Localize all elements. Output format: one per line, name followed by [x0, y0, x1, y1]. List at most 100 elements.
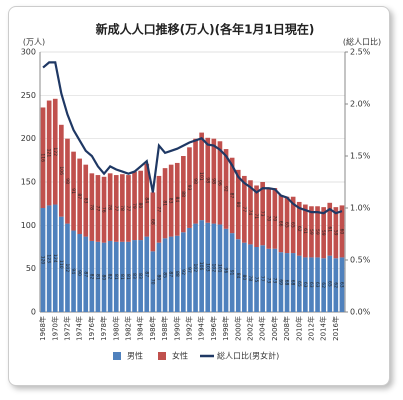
value-label: 62	[296, 226, 302, 232]
y2-axis-label: (総人口比)	[343, 37, 381, 47]
bar	[315, 206, 320, 258]
value-label: 93	[186, 185, 192, 191]
value-label: 81	[94, 274, 100, 280]
x-tick-label: 1980年	[111, 316, 120, 341]
bar	[309, 257, 314, 312]
bar	[223, 149, 229, 229]
bar	[229, 157, 235, 234]
bar	[321, 258, 326, 312]
bar	[101, 242, 107, 312]
bar	[303, 257, 308, 312]
value-label: 98	[204, 177, 210, 183]
value-label: 121	[46, 149, 52, 158]
y2-tick-label: 2.0%	[350, 100, 371, 109]
bar	[235, 169, 241, 240]
bar	[71, 230, 76, 312]
bar	[150, 251, 156, 312]
bar	[168, 236, 174, 312]
bar	[266, 188, 272, 249]
bar	[174, 162, 180, 236]
bar	[266, 248, 272, 312]
value-label: 106	[58, 166, 64, 175]
bar	[40, 107, 46, 208]
bar	[315, 257, 320, 312]
bar	[199, 132, 204, 221]
value-label: 81	[113, 274, 119, 280]
value-label: 106	[198, 262, 204, 271]
bar	[156, 175, 162, 243]
bar	[309, 206, 314, 258]
x-tick-label: 1968年	[38, 316, 47, 341]
bar	[59, 216, 64, 312]
bar	[52, 204, 58, 312]
value-label: 80	[241, 274, 247, 280]
value-label: 61	[302, 228, 308, 234]
bar	[333, 258, 339, 312]
value-label: 96	[216, 180, 222, 186]
legend-label: 総人口比(男女計)	[217, 351, 279, 361]
line	[42, 61, 343, 215]
bar	[162, 238, 168, 312]
bar	[327, 255, 333, 312]
bar	[138, 170, 143, 241]
bar	[187, 227, 192, 312]
x-tick-label: 2010年	[294, 316, 303, 341]
bar	[217, 224, 223, 312]
legend-swatch	[158, 352, 166, 360]
bar	[107, 173, 113, 241]
value-label: 80	[155, 274, 161, 280]
bar	[120, 174, 125, 242]
bar	[156, 242, 162, 312]
value-label: 77	[155, 206, 161, 212]
value-label: 80	[101, 274, 107, 280]
value-label: 91	[229, 270, 235, 276]
value-label: 62	[332, 282, 338, 288]
bar	[107, 240, 113, 312]
bar	[126, 175, 131, 242]
x-tick-label: 1972年	[62, 316, 71, 341]
value-label: 102	[210, 264, 216, 273]
bar	[77, 158, 82, 234]
bar	[278, 195, 284, 253]
chart-title: 新成人人口推移(万人)(各年1月1日現在)	[96, 22, 315, 37]
bar	[327, 202, 333, 256]
value-label: 102	[64, 264, 70, 273]
x-tick-label: 1986年	[148, 316, 157, 341]
value-label: 77	[125, 206, 131, 212]
value-label: 116	[40, 153, 46, 162]
value-label: 102	[192, 264, 198, 273]
bar	[181, 156, 186, 233]
value-label: 78	[247, 275, 253, 281]
x-tick-label: 1982年	[123, 316, 132, 341]
x-tick-label: 2016年	[331, 316, 340, 341]
value-label: 77	[241, 206, 247, 212]
value-label: 68	[290, 280, 296, 286]
y2-tick-label: 1.5%	[350, 152, 371, 161]
bar	[59, 124, 64, 217]
x-tick-label: 1990年	[172, 316, 181, 341]
value-label: 62	[320, 282, 326, 288]
y-tick-label: 200	[21, 134, 36, 143]
x-tick-label: 2000年	[233, 316, 242, 341]
bar	[126, 241, 131, 312]
value-label: 63	[302, 282, 308, 288]
bar	[132, 240, 137, 312]
bar	[95, 175, 101, 242]
value-label: 68	[149, 219, 155, 225]
value-label: 110	[58, 260, 64, 269]
value-label: 123	[46, 254, 52, 263]
value-label: 90	[76, 270, 82, 276]
bar	[284, 196, 290, 254]
value-label: 97	[186, 267, 192, 273]
bar	[272, 188, 278, 249]
bar	[303, 204, 308, 258]
value-label: 120	[40, 256, 46, 265]
value-label: 83	[168, 198, 174, 204]
value-label: 65	[290, 222, 296, 228]
value-label: 70	[265, 216, 271, 222]
bar	[339, 257, 345, 312]
value-label: 96	[223, 268, 229, 274]
bar	[138, 240, 143, 312]
value-label: 60	[338, 229, 344, 235]
bar	[242, 242, 247, 312]
